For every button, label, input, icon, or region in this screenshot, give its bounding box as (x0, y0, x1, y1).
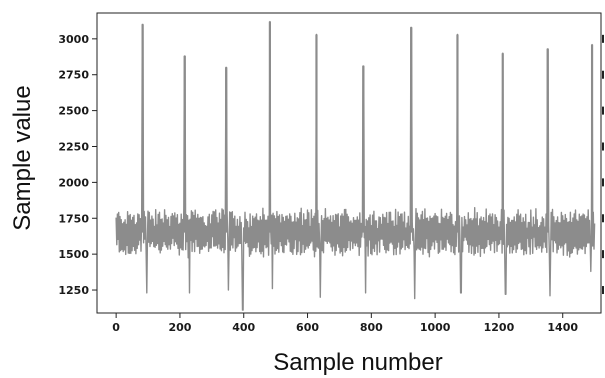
x-axis: 0 200 400 600 800 1000 1200 1400 (112, 313, 578, 334)
y-tick-label: 2500 (58, 105, 89, 118)
y-tick-label: 1750 (58, 212, 89, 225)
y-axis: 1250 1500 1750 2000 2250 2500 2750 3000 (58, 33, 97, 297)
x-axis-label: Sample number (273, 349, 442, 376)
x-tick-label: 0 (112, 321, 120, 334)
x-tick-label: 1200 (484, 321, 515, 334)
series-line (115, 20, 596, 311)
plot-area (96, 12, 602, 314)
x-tick-label: 1000 (420, 321, 451, 334)
x-tick-label: 600 (296, 321, 319, 334)
x-tick-label: 1400 (547, 321, 578, 334)
y-tick-label: 2750 (58, 69, 89, 82)
peak-spikes (141, 21, 594, 233)
x-tick-label: 400 (232, 321, 255, 334)
y-axis-label: Sample value (9, 85, 36, 230)
x-tick-label: 200 (168, 321, 191, 334)
y-tick-label: 3000 (58, 33, 89, 46)
y-tick-label: 1500 (58, 248, 89, 261)
y-tick-label: 2000 (58, 176, 89, 189)
y-tick-label: 1250 (58, 284, 89, 297)
y-tick-label: 2250 (58, 140, 89, 153)
x-tick-label: 800 (360, 321, 383, 334)
